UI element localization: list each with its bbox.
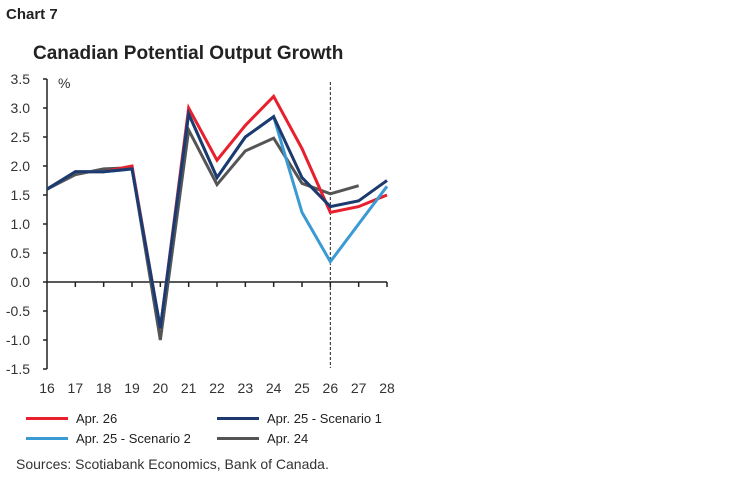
x-tick-label: 17 (68, 380, 84, 396)
y-tick-label: 3.0 (11, 100, 31, 116)
legend-label: Apr. 25 - Scenario 2 (76, 431, 191, 446)
y-tick-label: 0.5 (11, 245, 31, 261)
x-tick-label: 27 (351, 380, 367, 396)
legend-swatch (26, 437, 68, 440)
legend-swatch (26, 417, 68, 420)
chart-title: Canadian Potential Output Growth (33, 43, 344, 64)
series-line-apr-26 (46, 93, 388, 329)
legend-swatch (217, 437, 259, 440)
legend-label: Apr. 24 (267, 431, 309, 446)
legend-item-3: Apr. 24 (217, 431, 308, 446)
x-tick-label: 16 (39, 380, 55, 396)
x-tick-label: 26 (323, 380, 339, 396)
y-tick-label: 1.0 (11, 216, 31, 232)
x-tick-label: 21 (181, 380, 197, 396)
y-tick-label: -0.5 (6, 303, 30, 319)
legend-item-0: Apr. 26 (26, 411, 117, 426)
x-tick-label: 22 (209, 380, 225, 396)
y-tick-label: 0.0 (11, 274, 31, 290)
legend-item-1: Apr. 25 - Scenario 1 (217, 411, 382, 426)
series-line-apr-24 (46, 125, 360, 341)
legend-label: Apr. 26 (76, 411, 118, 426)
y-tick-label: -1.5 (6, 361, 30, 377)
x-tick-label: 18 (96, 380, 112, 396)
x-tick-label: 20 (153, 380, 169, 396)
y-tick-label: 1.5 (11, 187, 31, 203)
legend-item-2: Apr. 25 - Scenario 2 (26, 431, 191, 446)
x-tick-label: 23 (238, 380, 254, 396)
series-line-apr-25-scenario-1 (46, 108, 388, 329)
series-line-apr-25-scenario-2 (46, 108, 389, 329)
legend-label: Apr. 25 - Scenario 1 (267, 411, 382, 426)
x-tick-label: 28 (379, 380, 395, 396)
chart-label: Chart 7 (6, 6, 58, 23)
y-tick-label: 2.0 (11, 158, 31, 174)
y-axis-unit: % (58, 75, 70, 91)
x-tick-label: 19 (124, 380, 140, 396)
x-tick-label: 25 (294, 380, 310, 396)
source-note: Sources: Scotiabank Economics, Bank of C… (16, 456, 329, 472)
y-tick-label: -1.0 (6, 332, 30, 348)
legend-swatch (217, 417, 259, 420)
x-tick-label: 24 (266, 380, 282, 396)
y-tick-label: 3.5 (11, 71, 31, 87)
y-tick-label: 2.5 (11, 129, 31, 145)
